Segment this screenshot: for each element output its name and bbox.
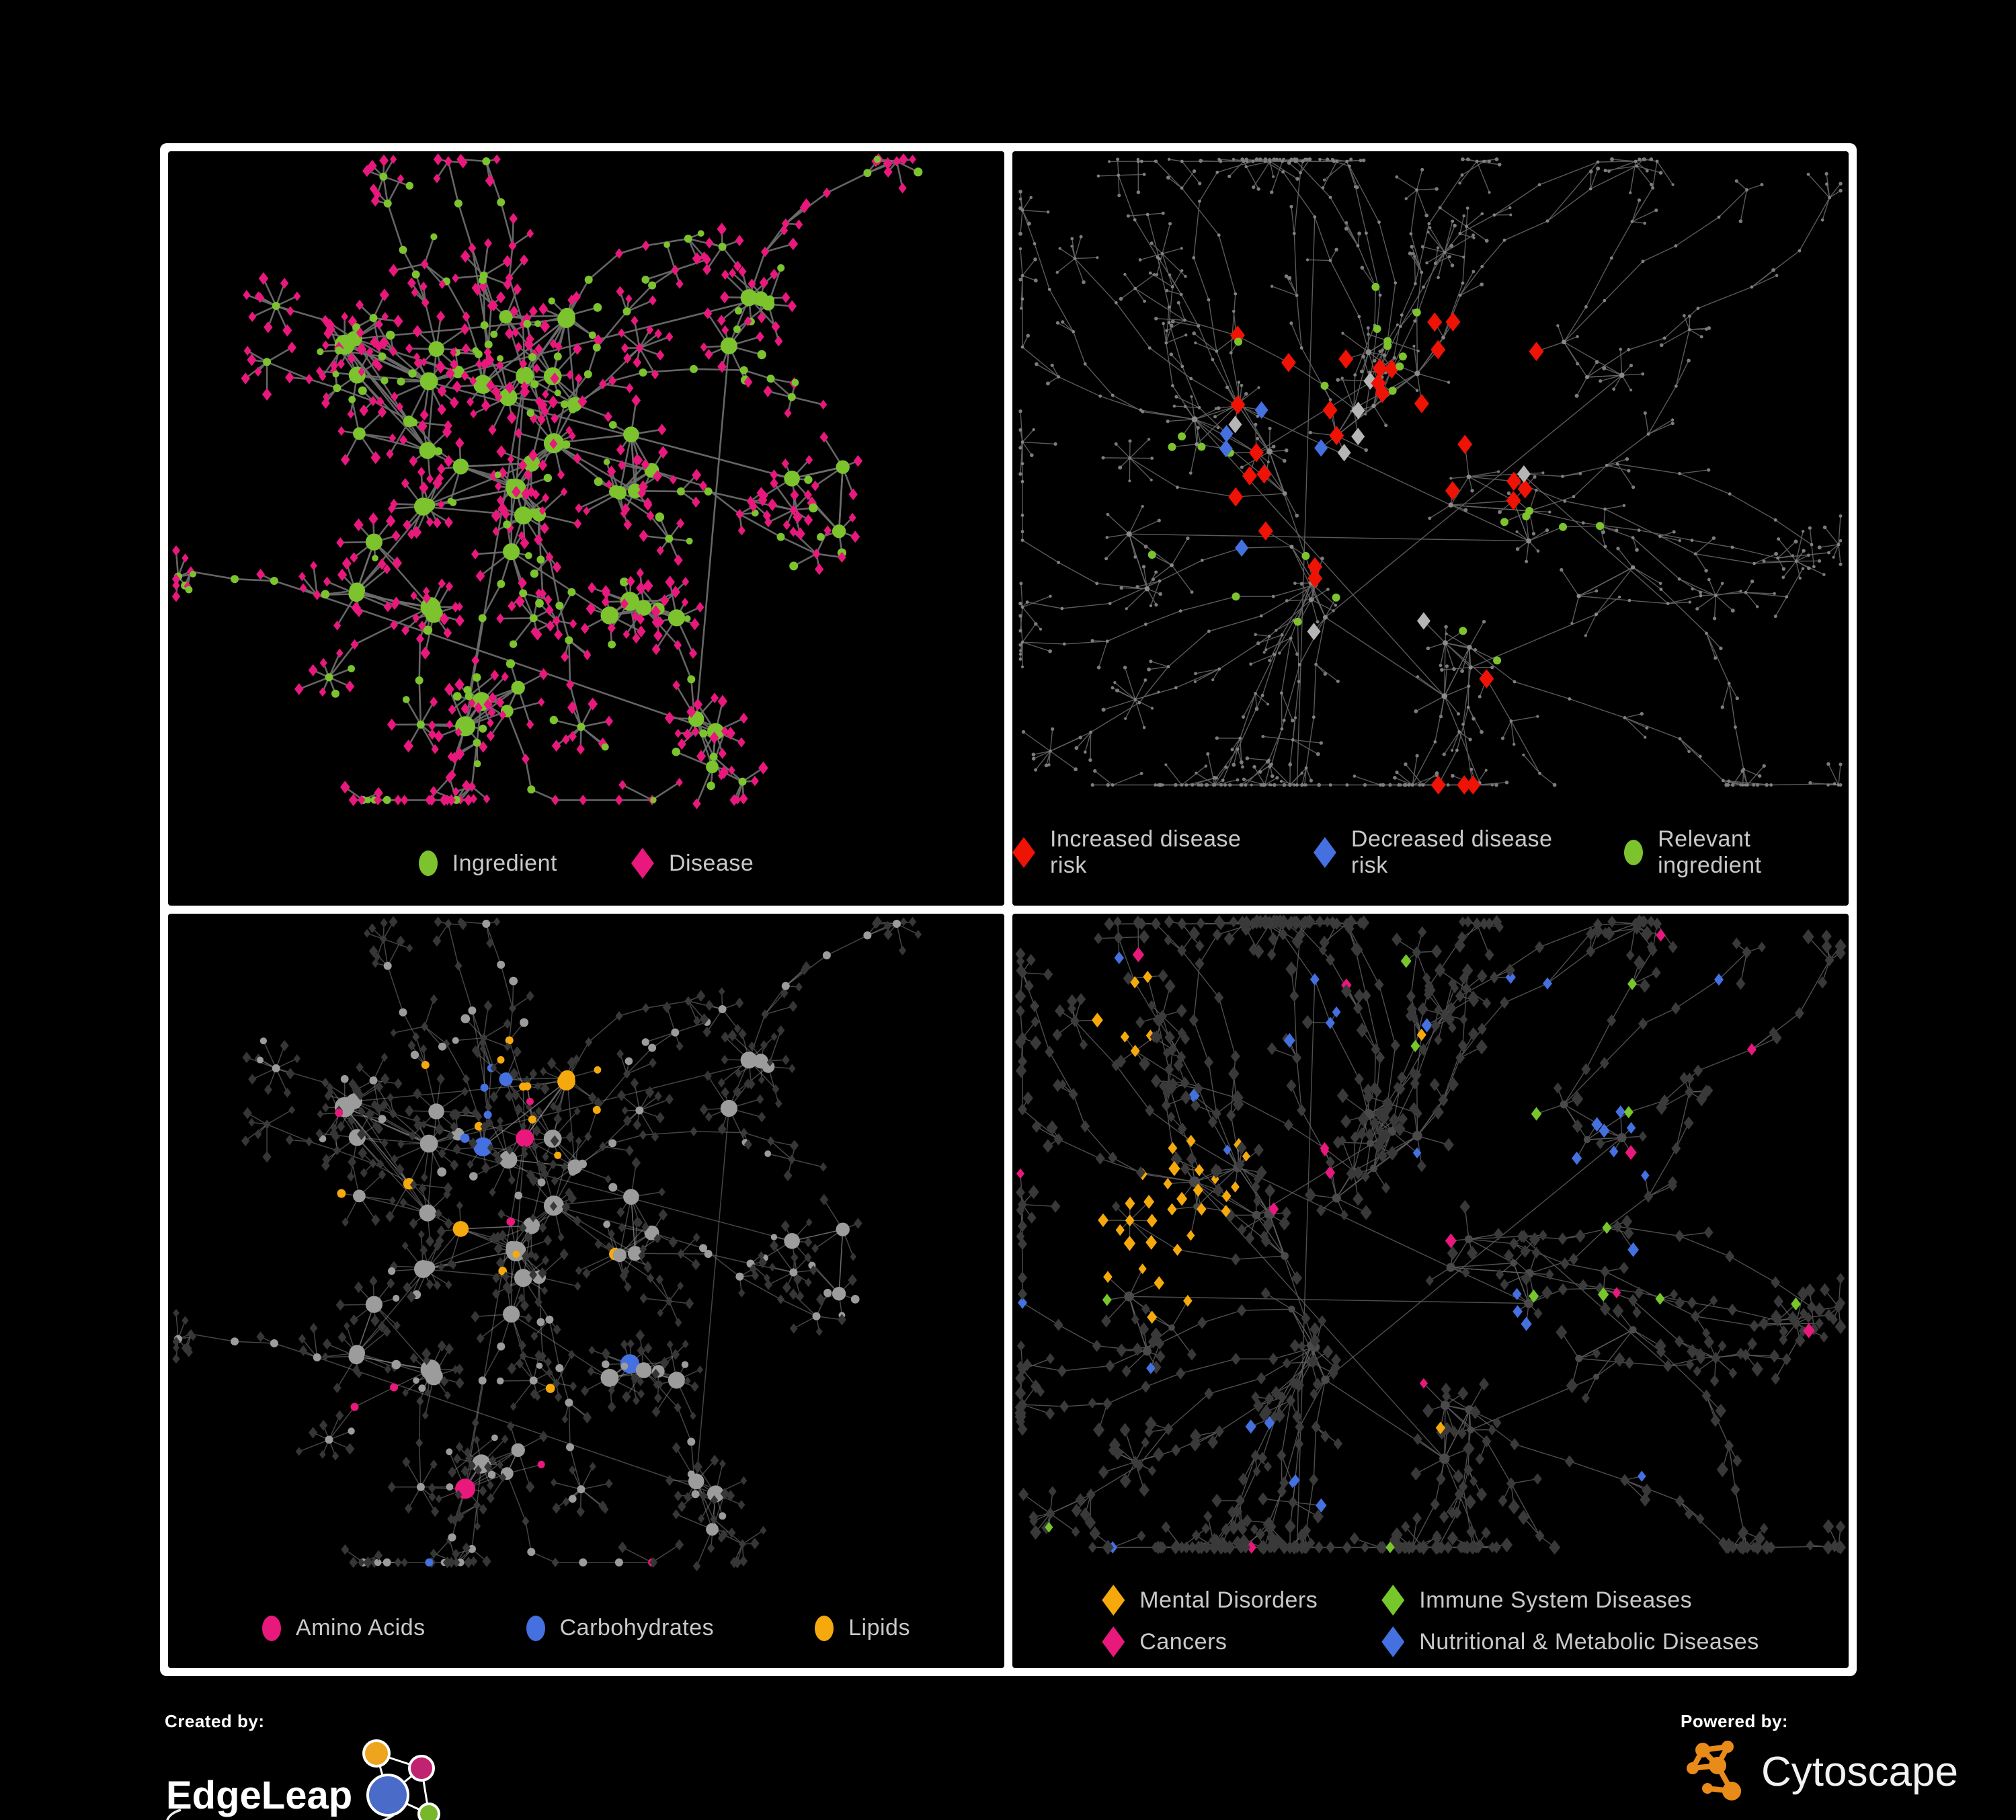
legend-item: Mental Disorders	[1102, 1585, 1318, 1616]
legend-label: Nutritional & Metabolic Diseases	[1419, 1628, 1759, 1655]
legend-macronutrients: Amino Acids Carbohydrates Lipids	[168, 1615, 1004, 1641]
legend-item: Cancers	[1102, 1626, 1318, 1657]
legend-label: Disease	[668, 850, 754, 876]
legend-item: Increased disease risk	[1012, 826, 1271, 879]
network-canvas-disease-categories	[1014, 914, 1847, 1555]
edgeleap-credit: Created by: EdgeLeap	[165, 1711, 474, 1820]
created-by-label: Created by:	[165, 1711, 265, 1731]
legend-label: Immune System Diseases	[1419, 1587, 1693, 1613]
legend-diamond-marker	[1012, 837, 1035, 868]
cytoscape-credit: Powered by:	[1681, 1711, 1990, 1820]
legend-circle-marker	[815, 1615, 834, 1641]
cytoscape-glyph-nodes	[1687, 1741, 1741, 1801]
cytoscape-logo: Cytoscape	[1681, 1733, 1990, 1820]
legend-disease-categories: Mental Disorders Immune System Diseases Ca…	[1012, 1585, 1849, 1657]
legend-label: Cancers	[1139, 1628, 1227, 1655]
legend-label: Relevant ingredient	[1658, 826, 1762, 878]
legend-item: Disease	[631, 848, 754, 879]
powered-by-label: Powered by:	[1681, 1711, 1789, 1731]
edgeleap-node-blue	[366, 1774, 409, 1817]
legend-ingredient-disease: Ingredient Disease	[168, 848, 1004, 879]
legend-circle-marker	[262, 1615, 282, 1641]
legend-label: Ingredient	[452, 850, 557, 876]
edgeleap-logo-graphic: EdgeLeap	[166, 1739, 440, 1820]
legend-label: Amino Acids	[296, 1615, 426, 1640]
network-canvas-macronutrients	[172, 916, 922, 1571]
legend-diamond-marker	[631, 848, 654, 879]
network-canvas-disease-risk	[1018, 157, 1843, 795]
legend-item: Immune System Diseases	[1381, 1585, 1759, 1616]
legend-circle-marker	[526, 1615, 545, 1641]
legend-item: Relevant ingredient	[1624, 826, 1849, 879]
legend-diamond-marker	[1313, 837, 1336, 868]
legend-diamond-marker	[1102, 1626, 1125, 1657]
legend-label: Decreased disease risk	[1350, 826, 1553, 878]
legend-label: Carbohydrates	[559, 1615, 715, 1640]
network-canvas-ingredient-disease	[171, 153, 923, 809]
legend-diamond-marker	[1381, 1626, 1405, 1657]
legend-item: Lipids	[815, 1615, 910, 1641]
edgeleap-logo: EdgeLeap	[165, 1733, 474, 1820]
legend-diamond-marker	[1381, 1585, 1405, 1616]
edgeleap-node-green	[417, 1803, 440, 1820]
panel-ingredient-disease: Ingredient Disease	[168, 151, 1004, 906]
legend-label: Increased disease risk	[1050, 826, 1242, 878]
edgeleap-node-orange	[362, 1739, 391, 1768]
edgeleap-network-glyph	[362, 1739, 440, 1820]
legend-disease-risk: Increased disease risk Decreased disease …	[1012, 826, 1849, 879]
legend-label: Lipids	[848, 1615, 910, 1640]
edgeleap-wordmark: EdgeLeap	[166, 1774, 352, 1817]
legend-label: Mental Disorders	[1139, 1587, 1318, 1613]
legend-diamond-marker	[1102, 1585, 1125, 1616]
panel-disease-risk: Increased disease risk Decreased disease …	[1012, 151, 1849, 906]
legend-item: Amino Acids	[262, 1615, 426, 1641]
legend-circle-marker	[418, 850, 438, 876]
cytoscape-logo-graphic: Cytoscape	[1687, 1741, 1958, 1801]
legend-item: Nutritional & Metabolic Diseases	[1381, 1626, 1759, 1657]
legend-circle-marker	[1624, 840, 1644, 865]
panel-disease-categories: Mental Disorders Immune System Diseases Ca…	[1012, 914, 1849, 1668]
legend-item: Ingredient	[418, 850, 557, 877]
panel-macronutrients: Amino Acids Carbohydrates Lipids	[168, 914, 1004, 1668]
cytoscape-wordmark: Cytoscape	[1761, 1749, 1958, 1795]
legend-item: Carbohydrates	[526, 1615, 715, 1641]
panel-grid-frame: Ingredient Disease Increased disease risk…	[160, 143, 1857, 1676]
legend-item: Decreased disease risk	[1313, 826, 1581, 879]
edgeleap-node-pink	[408, 1755, 435, 1782]
